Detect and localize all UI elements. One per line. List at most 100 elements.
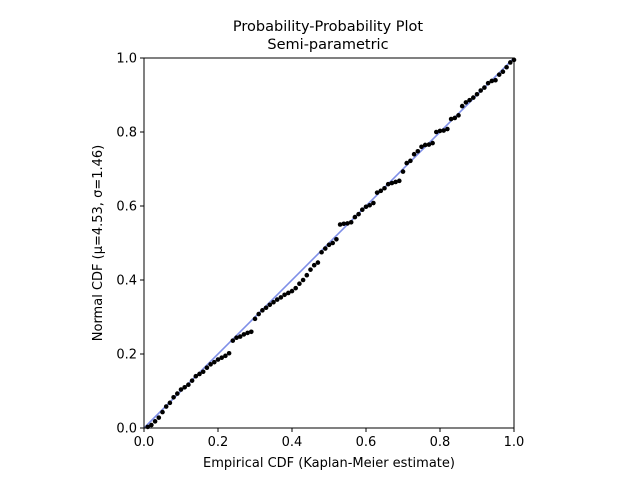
x-axis: 0.0 0.2 0.4 0.6 0.8 1.0 xyxy=(134,428,525,450)
data-point xyxy=(323,246,328,251)
data-point xyxy=(311,262,317,268)
x-tick-label: 1.0 xyxy=(504,435,525,450)
x-tick-label: 0.0 xyxy=(134,435,155,450)
data-point xyxy=(437,128,443,134)
data-point xyxy=(441,128,447,133)
data-point xyxy=(156,415,162,420)
data-point xyxy=(389,180,395,186)
data-point xyxy=(363,204,369,210)
data-point xyxy=(282,292,287,298)
y-tick-label: 1.0 xyxy=(116,52,137,67)
plot-area xyxy=(143,57,517,430)
x-axis-label: Empirical CDF (Kaplan-Meier estimate) xyxy=(203,456,455,471)
data-point xyxy=(252,316,258,322)
data-point xyxy=(256,311,262,317)
data-point xyxy=(204,365,210,370)
data-point xyxy=(193,373,199,379)
data-point xyxy=(171,394,176,400)
x-tick-label: 0.6 xyxy=(356,435,377,450)
data-point xyxy=(223,353,228,359)
data-point xyxy=(489,78,495,84)
data-point xyxy=(393,179,398,185)
data-point xyxy=(456,113,461,118)
data-point xyxy=(345,221,350,226)
data-point xyxy=(293,285,299,291)
x-tick-label: 0.4 xyxy=(282,435,303,450)
data-point xyxy=(319,249,324,255)
data-point xyxy=(286,290,291,296)
data-point xyxy=(408,158,413,164)
data-point xyxy=(326,242,332,248)
data-point xyxy=(371,200,376,206)
data-point xyxy=(341,221,347,227)
data-point xyxy=(430,140,435,146)
data-point xyxy=(493,77,498,83)
data-point xyxy=(189,378,195,383)
data-point xyxy=(260,308,265,313)
data-point xyxy=(504,64,509,70)
data-point xyxy=(474,91,480,97)
chart-subtitle: Semi-parametric xyxy=(267,37,388,53)
data-point xyxy=(178,387,184,392)
data-point xyxy=(400,169,406,174)
data-point xyxy=(160,409,165,415)
data-point xyxy=(308,267,313,272)
data-point xyxy=(163,404,169,409)
data-point xyxy=(352,214,358,220)
data-point xyxy=(304,272,310,278)
data-point xyxy=(448,116,454,122)
data-point xyxy=(478,88,484,93)
data-point xyxy=(263,305,269,311)
data-point xyxy=(249,329,254,335)
data-point xyxy=(471,95,476,100)
data-point xyxy=(337,222,343,227)
data-point xyxy=(175,391,180,396)
data-point xyxy=(419,144,424,150)
y-tick-label: 0.4 xyxy=(116,274,137,289)
x-tick-label: 0.8 xyxy=(430,435,451,450)
data-point xyxy=(367,202,373,208)
data-point xyxy=(245,330,250,336)
data-point xyxy=(208,362,213,367)
data-point xyxy=(230,338,236,343)
data-point xyxy=(378,188,384,194)
data-point xyxy=(186,382,191,388)
data-point xyxy=(267,302,273,308)
data-point xyxy=(385,181,391,187)
data-point xyxy=(197,371,202,377)
y-tick-label: 0.2 xyxy=(116,348,137,363)
data-point xyxy=(149,422,154,428)
data-point xyxy=(297,281,302,287)
data-point xyxy=(411,151,417,157)
data-point xyxy=(485,80,491,86)
data-point xyxy=(422,142,428,148)
data-point xyxy=(404,160,410,166)
x-tick-label: 0.2 xyxy=(208,435,229,450)
data-point xyxy=(348,219,354,225)
data-point xyxy=(289,288,295,294)
data-point xyxy=(330,240,336,246)
chart-title: Probability-Probability Plot xyxy=(233,19,424,35)
data-point xyxy=(374,190,380,195)
y-tick-label: 0.6 xyxy=(116,200,137,215)
data-point xyxy=(234,335,239,341)
data-point xyxy=(215,357,221,362)
data-point xyxy=(152,419,158,424)
data-point xyxy=(200,369,206,375)
data-point xyxy=(459,103,465,109)
data-point xyxy=(463,100,469,105)
data-point xyxy=(382,185,387,191)
data-point xyxy=(219,355,224,361)
data-point xyxy=(212,359,217,365)
data-point xyxy=(397,178,402,184)
data-point xyxy=(415,148,421,154)
data-point xyxy=(452,115,458,121)
data-point xyxy=(182,385,187,390)
data-point xyxy=(500,69,506,74)
data-point xyxy=(167,400,173,406)
data-point xyxy=(482,85,487,90)
data-point xyxy=(226,350,232,356)
data-point xyxy=(426,142,432,147)
